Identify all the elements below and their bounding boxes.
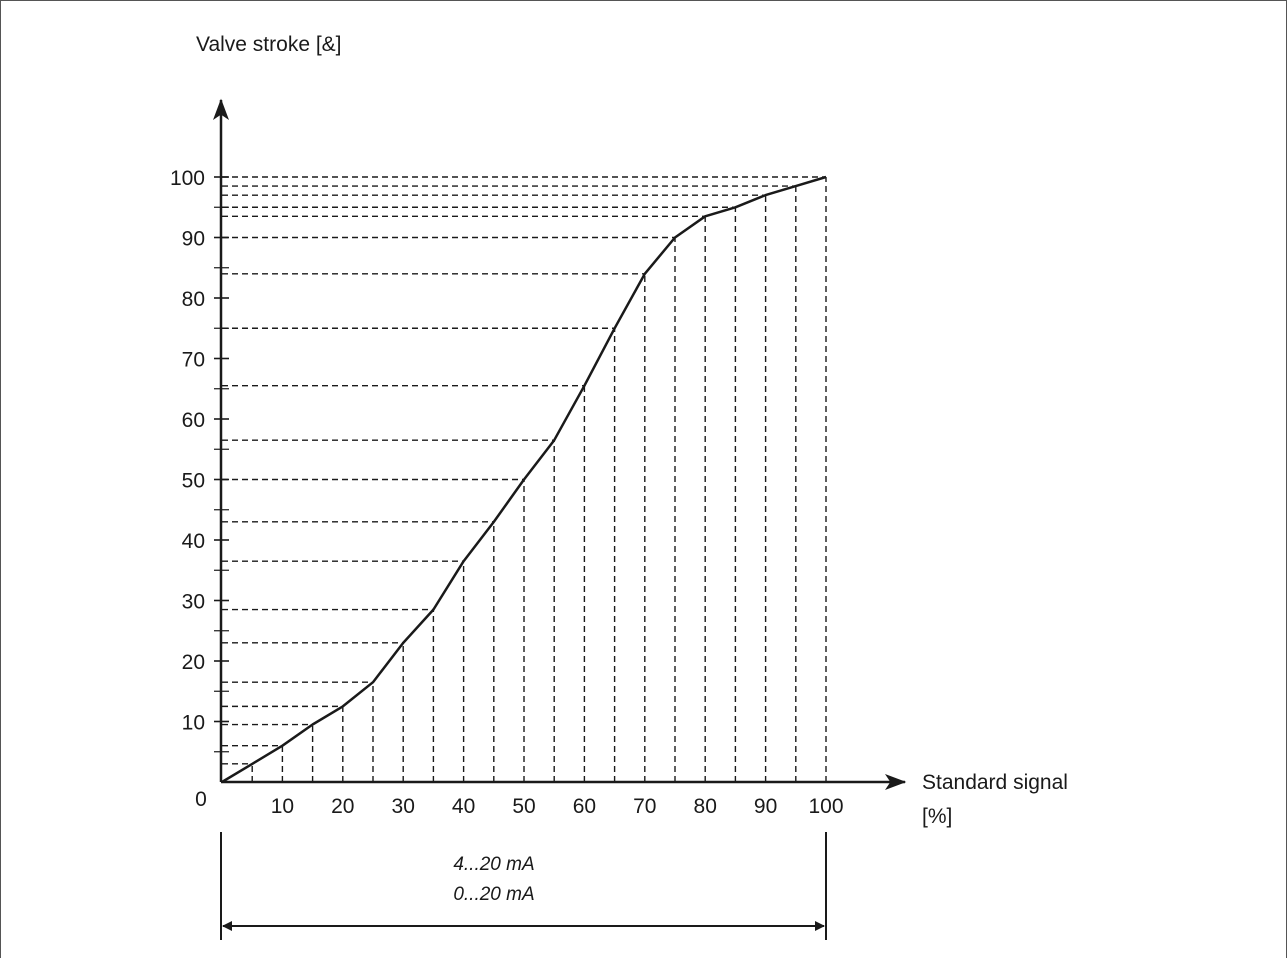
x-tick-label-40: 40 [452, 795, 475, 818]
series-line [221, 175, 827, 784]
y-tick-marks [214, 176, 229, 723]
x-tick-label-90: 90 [754, 795, 777, 818]
x-tick-label-70: 70 [633, 795, 656, 818]
y-tick-label-70: 70 [182, 349, 205, 372]
y-axis-title: Valve stroke [&] [196, 33, 342, 56]
x-tick-label-100: 100 [808, 795, 843, 818]
x-tick-label-30: 30 [392, 795, 415, 818]
x-axis-title-line1: Standard signal [922, 771, 1068, 794]
range-label-4-20ma: 4...20 mA [453, 854, 534, 875]
range-label-0-20ma: 0...20 mA [453, 884, 534, 905]
x-axis-title-line2: [%] [922, 805, 952, 828]
y-tick-label-80: 80 [182, 288, 205, 311]
x-tick-label-60: 60 [573, 795, 596, 818]
y-tick-label-50: 50 [182, 470, 205, 493]
x-tick-labels: 10 20 30 40 50 60 70 80 90 100 [271, 795, 844, 818]
x-tick-label-10: 10 [271, 795, 294, 818]
x-tick-label-20: 20 [331, 795, 354, 818]
projection-grid [222, 176, 827, 782]
y-tick-label-20: 20 [182, 651, 205, 674]
y-tick-label-30: 30 [182, 591, 205, 614]
y-tick-label-10: 10 [182, 712, 205, 735]
y-tick-labels: 10 20 30 40 50 60 70 80 90 100 [170, 167, 205, 735]
x-tick-label-50: 50 [512, 795, 535, 818]
origin-label: 0 [195, 788, 207, 811]
y-tick-label-100: 100 [170, 167, 205, 190]
y-tick-label-40: 40 [182, 530, 205, 553]
y-tick-label-60: 60 [182, 409, 205, 432]
x-tick-label-80: 80 [694, 795, 717, 818]
y-tick-label-90: 90 [182, 228, 205, 251]
